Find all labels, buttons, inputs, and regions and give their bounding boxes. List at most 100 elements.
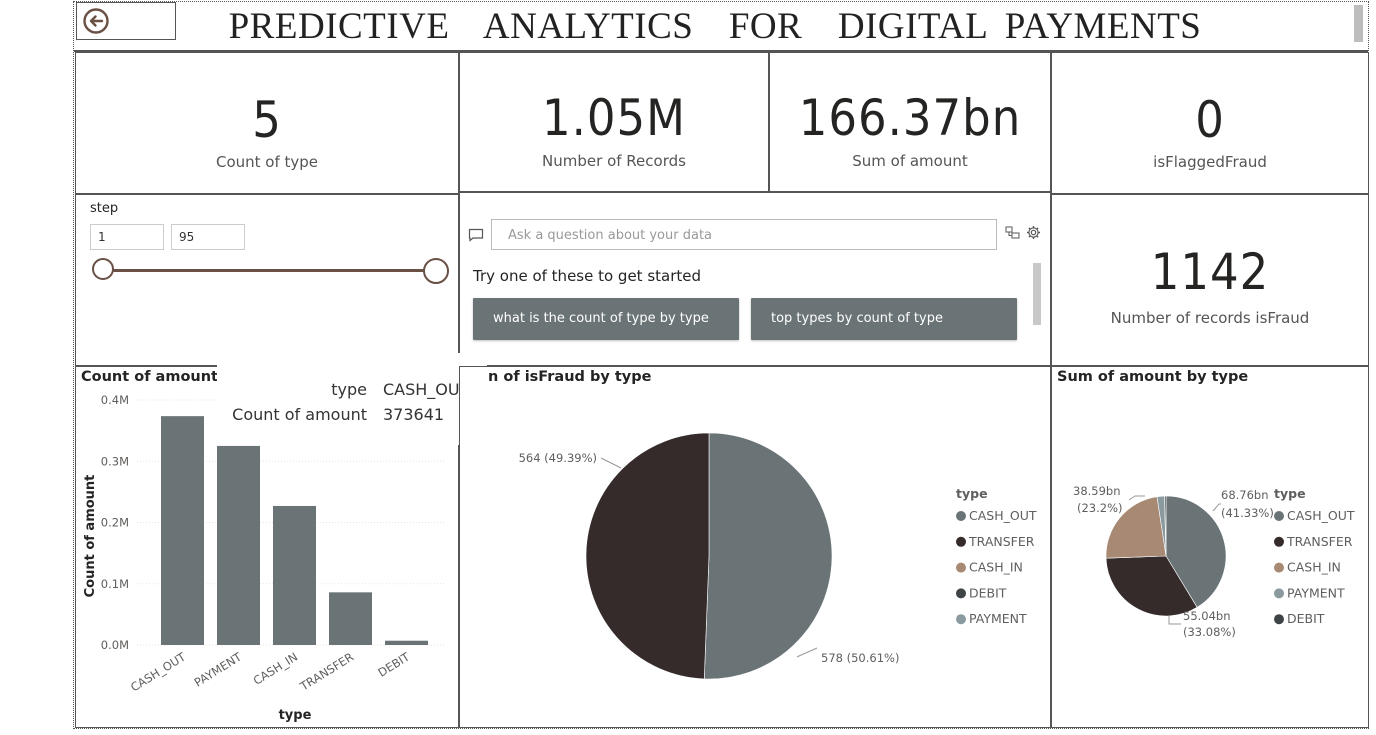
pie-slice-transfer bbox=[1105, 555, 1198, 617]
bar-payment bbox=[217, 445, 260, 645]
leader-line bbox=[1168, 616, 1181, 625]
x-axis-title: type bbox=[279, 708, 312, 723]
qa-suggestion-2[interactable]: top types by count of type bbox=[751, 298, 1017, 340]
step-slicer[interactable]: step 1 95 bbox=[75, 194, 459, 366]
y-tick-label: 0.0M bbox=[101, 638, 129, 652]
legend-marker bbox=[956, 614, 966, 625]
chart-title: n of isFraud by type bbox=[488, 369, 652, 385]
leader-line bbox=[600, 457, 622, 469]
settings-gear-icon[interactable] bbox=[1026, 225, 1041, 240]
x-tick-label: TRANSFER bbox=[297, 650, 356, 694]
step-min-input[interactable]: 1 bbox=[90, 224, 164, 250]
chart-title: Sum of amount by type bbox=[1057, 369, 1249, 385]
legend-item-transfer: TRANSFER bbox=[968, 534, 1035, 549]
pie-slice-cash_in bbox=[1105, 496, 1167, 559]
amount-pie-chart[interactable]: 68.76bn (41.33%) 55.04bn (33.08%) 38.59bn (23… bbox=[1051, 366, 1369, 728]
x-tick-label: PAYMENT bbox=[192, 649, 245, 689]
qa-scrollbar[interactable] bbox=[1033, 263, 1041, 325]
kpi-value: 1.05M bbox=[542, 89, 686, 147]
legend-item-debit: DEBIT bbox=[969, 585, 1007, 600]
pie-slice-cash_out bbox=[703, 432, 833, 680]
bar-cash_in bbox=[273, 505, 316, 645]
kpi-value: 1142 bbox=[1150, 243, 1270, 301]
page-scrollbar[interactable] bbox=[1354, 5, 1363, 42]
kpi-label: Count of type bbox=[215, 153, 319, 171]
legend-marker bbox=[956, 511, 966, 521]
pie-slice-debit bbox=[1164, 495, 1167, 557]
kpi-label: Sum of amount bbox=[852, 152, 968, 170]
pie-label: 68.76bn bbox=[1221, 488, 1269, 502]
x-tick-label: CASH_IN bbox=[251, 650, 300, 688]
slider-min-handle[interactable] bbox=[92, 258, 114, 280]
bar-debit bbox=[385, 640, 428, 645]
x-tick-label: CASH_OUT bbox=[128, 649, 189, 694]
qa-prompt: Try one of these to get started bbox=[473, 267, 702, 285]
legend-title: type bbox=[1274, 486, 1306, 501]
qa-input[interactable]: Ask a question about your data bbox=[491, 219, 997, 250]
legend-marker bbox=[956, 536, 966, 547]
kpi-count-of-type[interactable]: 5 Count of type bbox=[75, 52, 459, 194]
header-divider bbox=[74, 50, 1368, 52]
legend-marker bbox=[1274, 511, 1284, 521]
pie-label: 38.59bn bbox=[1073, 484, 1121, 498]
legend-item-payment: PAYMENT bbox=[969, 611, 1027, 626]
leader-line bbox=[1212, 503, 1221, 512]
kpi-label: Number of Records bbox=[542, 152, 686, 170]
kpi-label: Number of records isFraud bbox=[1110, 309, 1310, 327]
fraud-pie-chart[interactable]: 578 (50.61%) 564 (49.39%) type CASH_OUT TRAN… bbox=[459, 366, 1051, 728]
pie-label: (33.08%) bbox=[1183, 625, 1236, 639]
legend-item-cash_in: CASH_IN bbox=[969, 560, 1023, 575]
y-tick-label: 0.4M bbox=[101, 393, 129, 407]
x-tick-label: DEBIT bbox=[375, 649, 412, 680]
bar-cash_out bbox=[161, 416, 204, 645]
leader-line bbox=[1128, 495, 1145, 501]
legend-item-debit: DEBIT bbox=[1287, 611, 1325, 626]
tooltip-type-label: type bbox=[331, 380, 367, 399]
tooltip-amount-label: Count of amount bbox=[232, 405, 367, 424]
y-axis-title: Count of amount bbox=[83, 475, 98, 598]
leader-line bbox=[796, 647, 818, 658]
kpi-records-is-fraud[interactable]: 1142 Number of records isFraud bbox=[1051, 194, 1369, 366]
kpi-label: isFlaggedFraud bbox=[1153, 153, 1267, 171]
legend-title: type bbox=[956, 486, 988, 501]
pie-slice-cash_out bbox=[1165, 495, 1227, 608]
slider-max-handle[interactable] bbox=[423, 258, 449, 284]
pie-label: 564 (49.39%) bbox=[519, 451, 597, 465]
chart-title: Count of amount b bbox=[81, 369, 234, 385]
y-tick-label: 0.3M bbox=[101, 454, 129, 468]
pie-label: (23.2%) bbox=[1077, 501, 1123, 515]
kpi-value: 0 bbox=[1195, 91, 1225, 149]
pie-label: (41.33%) bbox=[1221, 506, 1274, 520]
pie-label: 55.04bn bbox=[1183, 609, 1231, 623]
legend-item-cash_out: CASH_OUT bbox=[1287, 508, 1355, 523]
slicer-label: step bbox=[90, 201, 119, 216]
legend-marker bbox=[1274, 562, 1284, 573]
step-max-input[interactable]: 95 bbox=[171, 224, 245, 250]
tooltip-type-value: CASH_OUT bbox=[383, 380, 470, 399]
kpi-sum-of-amount[interactable]: 166.37bn Sum of amount bbox=[769, 52, 1051, 192]
legend-marker bbox=[1274, 588, 1284, 599]
chart-tooltip: type CASH_OUT Count of amount 373641 bbox=[217, 353, 487, 445]
chat-icon bbox=[468, 228, 484, 242]
qa-suggestion-1[interactable]: what is the count of type by type bbox=[473, 298, 739, 340]
tooltip-amount-value: 373641 bbox=[383, 405, 445, 424]
legend-marker bbox=[956, 588, 966, 599]
kpi-value: 166.37bn bbox=[798, 89, 1022, 147]
legend-marker bbox=[1274, 614, 1284, 625]
back-button[interactable] bbox=[76, 2, 176, 40]
legend-marker bbox=[1274, 536, 1284, 547]
kpi-value: 5 bbox=[252, 91, 282, 149]
y-tick-label: 0.2M bbox=[101, 516, 129, 530]
slider-track[interactable] bbox=[105, 269, 435, 272]
pie-slice-transfer bbox=[585, 432, 710, 680]
back-arrow-icon bbox=[83, 8, 109, 34]
page-title: PREDICTIVE ANALYTICS FOR DIGITAL PAYMENT… bbox=[228, 6, 1202, 47]
legend-item-cash_out: CASH_OUT bbox=[969, 508, 1037, 523]
kpi-is-flagged-fraud[interactable]: 0 isFlaggedFraud bbox=[1051, 52, 1369, 194]
legend-marker bbox=[956, 562, 966, 573]
legend-item-cash_in: CASH_IN bbox=[1287, 560, 1341, 575]
pie-label: 578 (50.61%) bbox=[821, 651, 899, 665]
related-visuals-icon[interactable] bbox=[1005, 226, 1020, 240]
bar-chart[interactable]: 0.0M 0.1M 0.2M 0.3M 0.4M CASH_OUT PAYMENT CASH_… bbox=[75, 366, 459, 728]
kpi-number-of-records[interactable]: 1.05M Number of Records bbox=[459, 52, 769, 192]
